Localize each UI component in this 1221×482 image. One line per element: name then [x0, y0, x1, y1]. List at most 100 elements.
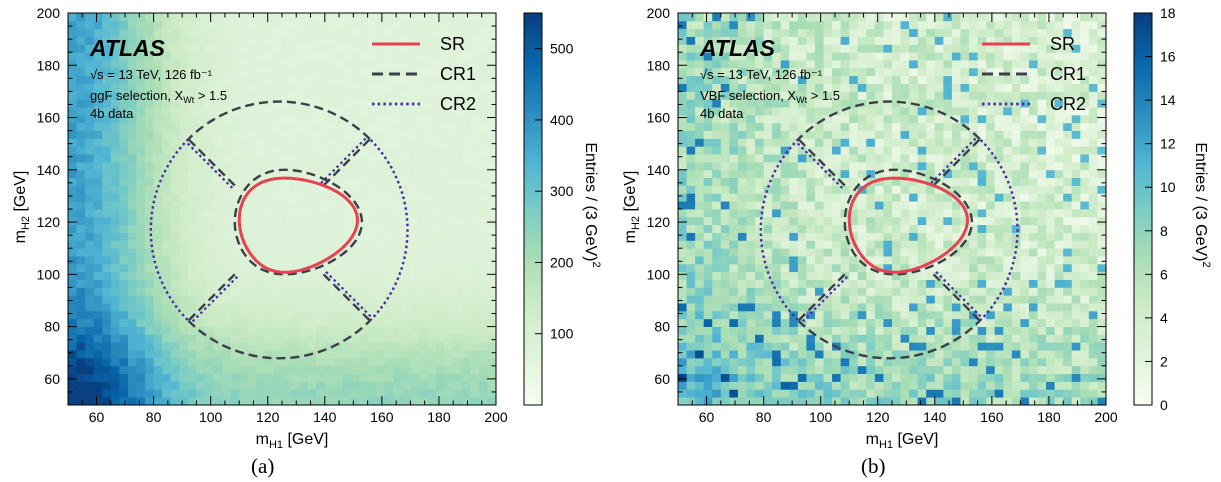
heatmap-bin [1011, 60, 1021, 69]
heatmap-bin [789, 75, 799, 84]
heatmap-bin [170, 83, 180, 92]
colorbar-step [524, 97, 542, 102]
heatmap-bin [247, 91, 257, 100]
heatmap-bin [393, 271, 403, 280]
heatmap-bin [892, 279, 901, 288]
heatmap-bin [892, 91, 901, 100]
heatmap-bin [436, 114, 446, 124]
heatmap-bin [410, 381, 420, 390]
heatmap-bin [196, 240, 206, 249]
heatmap-bin [68, 373, 77, 382]
heatmap-bin [849, 397, 859, 406]
heatmap-bin [832, 279, 842, 288]
heatmap-bin [273, 20, 283, 30]
heatmap-bin [695, 60, 705, 69]
heatmap-bin [832, 161, 842, 171]
heatmap-bin [393, 381, 403, 390]
heatmap-bin [247, 209, 257, 218]
heatmap-bin [772, 397, 782, 406]
heatmap-bin [1011, 357, 1021, 367]
heatmap-bin [729, 161, 739, 171]
heatmap-bin [136, 36, 146, 45]
heatmap-bin [401, 91, 411, 100]
heatmap-bin [866, 248, 876, 257]
heatmap-bin [376, 201, 386, 210]
heatmap-bin [892, 232, 901, 241]
heatmap-bin [703, 357, 713, 367]
heatmap-bin [986, 193, 996, 202]
heatmap-bin [324, 373, 334, 382]
heatmap-bin [102, 342, 112, 351]
heatmap-bin [840, 201, 850, 210]
heatmap-bin [926, 263, 936, 273]
heatmap-bin [444, 397, 454, 406]
heatmap-bin [737, 13, 747, 22]
heatmap-bin [204, 20, 214, 30]
heatmap-bin [187, 216, 197, 226]
heatmap-bin [746, 201, 756, 210]
heatmap-bin [977, 161, 987, 171]
heatmap-bin [239, 256, 249, 265]
heatmap-bin [703, 240, 713, 249]
heatmap-bin [737, 138, 747, 147]
heatmap-bin [418, 295, 428, 304]
heatmap-bin [806, 318, 816, 327]
heatmap-bin [127, 201, 137, 210]
heatmap-bin [986, 28, 996, 37]
heatmap-bin [789, 381, 799, 390]
heatmap-bin [695, 185, 705, 194]
heatmap-bin [401, 185, 411, 194]
heatmap-bin [204, 310, 214, 320]
heatmap-bin [1011, 263, 1021, 273]
heatmap-bin [127, 146, 137, 155]
heatmap-bin [487, 224, 497, 233]
heatmap-bin [712, 83, 722, 92]
heatmap-bin [410, 287, 420, 296]
heatmap-bin [892, 169, 901, 179]
heatmap-bin [951, 365, 961, 375]
heatmap-bin [230, 13, 240, 22]
heatmap-bin [444, 209, 454, 218]
heatmap-bin [247, 161, 257, 171]
heatmap-bin [273, 130, 283, 139]
heatmap-bin [857, 397, 867, 406]
heatmap-bin [127, 52, 137, 61]
heatmap-bin [367, 334, 377, 343]
heatmap-bin [1046, 310, 1056, 320]
heatmap-bin [418, 310, 428, 320]
heatmap-bin [729, 20, 739, 30]
heatmap-bin [393, 240, 403, 249]
heatmap-bin [410, 161, 420, 171]
heatmap-bin [350, 263, 360, 273]
heatmap-bin [695, 130, 705, 139]
heatmap-bin [470, 287, 480, 296]
colorbar-step [524, 244, 542, 249]
heatmap-bin [247, 365, 257, 375]
heatmap-bin [170, 36, 180, 45]
heatmap-bin [119, 44, 129, 53]
heatmap-bin [427, 20, 437, 30]
heatmap-bin [737, 193, 747, 202]
heatmap-bin [136, 365, 146, 375]
heatmap-bin [247, 154, 257, 163]
heatmap-bin [341, 318, 351, 327]
heatmap-bin [119, 36, 129, 45]
heatmap-bin [282, 224, 291, 233]
heatmap-bin [461, 271, 471, 280]
heatmap-bin [102, 373, 112, 382]
heatmap-bin [951, 161, 961, 171]
heatmap-bin [695, 154, 705, 163]
heatmap-bin [909, 310, 919, 320]
heatmap-bin [806, 397, 816, 406]
heatmap-bin [478, 397, 488, 406]
heatmap-bin [917, 381, 927, 390]
heatmap-bin [478, 287, 488, 296]
heatmap-bin [153, 20, 163, 30]
heatmap-bin [986, 161, 996, 171]
heatmap-bin [222, 28, 232, 37]
heatmap-bin [470, 75, 480, 84]
heatmap-bin [68, 232, 77, 241]
heatmap-bin [187, 36, 197, 45]
colorbar-step [524, 342, 542, 347]
heatmap-bin [969, 44, 978, 53]
